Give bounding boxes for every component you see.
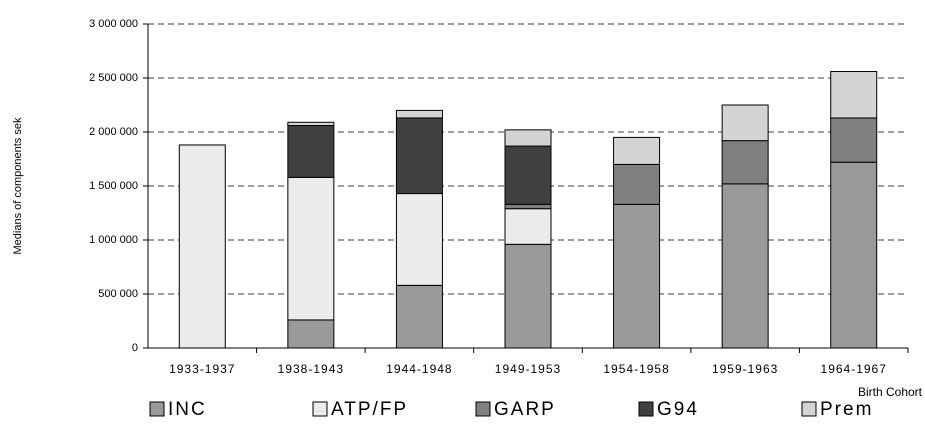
- y-tick-label: 3 000 000: [89, 18, 138, 30]
- bar-segment: [504, 203, 552, 210]
- x-tick-label: 1954-1958: [603, 362, 669, 376]
- bar-segment: [395, 109, 443, 119]
- bar-segment: [287, 176, 335, 321]
- bar-segment: [504, 145, 552, 205]
- y-tick-label: 2 500 000: [89, 72, 138, 84]
- x-tick-label: 1964-1967: [821, 362, 887, 376]
- bar-segment: [721, 104, 769, 142]
- x-tick-label: 1959-1963: [712, 362, 778, 376]
- bar-segment: [830, 161, 878, 349]
- bar-segment: [504, 129, 552, 147]
- legend-label: GARP: [494, 399, 556, 420]
- x-axis-label: Birth Cohort: [858, 385, 923, 399]
- legend-label: Prem: [820, 399, 873, 420]
- y-tick-label: 500 000: [98, 288, 138, 300]
- legend-label: INC: [168, 399, 207, 420]
- bar-segment: [395, 284, 443, 349]
- bar-segment: [395, 117, 443, 195]
- x-tick-label: 1938-1943: [278, 362, 344, 376]
- y-tick-label: 0: [132, 342, 138, 354]
- y-tick-label: 2 000 000: [89, 126, 138, 138]
- y-tick-label: 1 000 000: [89, 234, 138, 246]
- bar-segment: [287, 121, 335, 127]
- bar-segment: [504, 243, 552, 349]
- x-tick-label: 1944-1948: [386, 362, 452, 376]
- legend-swatch: [475, 401, 491, 417]
- bar-segment: [721, 183, 769, 349]
- bar-segment: [178, 144, 226, 349]
- legend-swatch: [638, 401, 654, 417]
- bar-segment: [613, 203, 661, 349]
- bar-segment: [613, 136, 661, 165]
- legend-label: ATP/FP: [331, 399, 408, 420]
- y-axis-label: Medians of components sek: [12, 117, 24, 254]
- bar-segment: [287, 125, 335, 178]
- x-tick-label: 1933-1937: [169, 362, 235, 376]
- bar-segment: [395, 193, 443, 286]
- bar-segment: [287, 319, 335, 349]
- bar-segment: [721, 140, 769, 185]
- legend-swatch: [312, 401, 328, 417]
- y-tick-label: 1 500 000: [89, 180, 138, 192]
- bar-segment: [830, 71, 878, 119]
- x-tick-label: 1949-1953: [495, 362, 561, 376]
- bar-segment: [830, 117, 878, 163]
- legend-swatch: [149, 401, 165, 417]
- legend-label: G94: [657, 399, 699, 420]
- legend-swatch: [801, 401, 817, 417]
- bar-segment: [613, 163, 661, 205]
- bar-segment: [504, 208, 552, 245]
